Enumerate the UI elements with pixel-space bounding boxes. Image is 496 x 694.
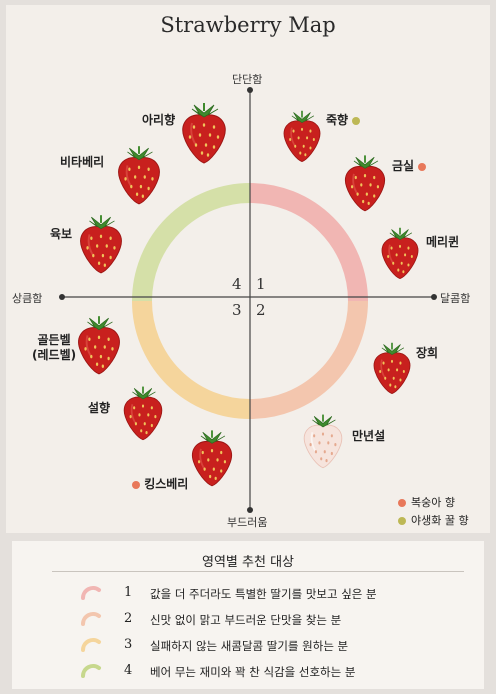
ring-quadrant-4 — [132, 183, 251, 302]
recommendation-panel: 영역별 추천 대상 1 값을 더 주더라도 특별한 딸기를 맛보고 싶은 분 2… — [12, 541, 484, 689]
berry-label: 비타베리 — [60, 155, 105, 169]
berry-label: 설향 — [88, 401, 111, 415]
berry-label: 금실 — [392, 159, 427, 174]
strawberry-icon — [123, 386, 163, 441]
strawberry-icon — [283, 110, 321, 162]
honey-dot-icon — [352, 116, 361, 125]
arc-marker-icon — [81, 664, 101, 678]
strawberry-icon — [303, 414, 343, 469]
berry-label: 죽향 — [326, 113, 361, 128]
strawberry-icon — [118, 146, 160, 205]
berry-label: 장희 — [416, 346, 439, 360]
legend-dot-icon — [398, 499, 406, 507]
legend-peach: 복숭아 향 — [398, 494, 455, 510]
ring-quadrant-3 — [132, 300, 251, 419]
quadrant-number-3: 3 — [232, 301, 242, 319]
strawberry-icon — [345, 155, 385, 212]
recommendation-row: 2 신맛 없이 맑고 부드러운 단맛을 찾는 분 — [12, 609, 484, 629]
strawberry-icon — [78, 316, 120, 375]
arc-marker-icon — [81, 638, 101, 652]
arc-marker-icon — [81, 612, 101, 626]
strawberry-icon — [80, 215, 122, 274]
recommendation-number: 1 — [124, 585, 133, 600]
peach-dot-icon — [418, 162, 427, 171]
strawberry-icon — [182, 103, 226, 164]
strawberry-icon — [192, 430, 232, 487]
berry-label: 메리퀸 — [426, 235, 460, 249]
map-title: Strawberry Map — [160, 13, 336, 37]
berry-label: 육보 — [50, 227, 73, 241]
recommendation-number: 2 — [124, 611, 133, 626]
quadrant-number-2: 2 — [256, 301, 266, 319]
recommendation-text: 실패하지 않는 새콤달콤 딸기를 원하는 분 — [150, 639, 349, 653]
recommendation-row: 3 실패하지 않는 새콤달콤 딸기를 원하는 분 — [12, 635, 484, 655]
axis-label-right: 달콤함 — [440, 292, 471, 305]
recommendation-text: 베어 무는 재미와 꽉 찬 식감을 선호하는 분 — [150, 665, 356, 679]
strawberry-icon — [381, 227, 419, 279]
berry-label: 킹스베리 — [132, 477, 188, 492]
strawberry-map-panel: Strawberry Map 단단함 부드러움 상큼함 달콤함 1 2 3 4 … — [6, 5, 490, 533]
peach-dot-icon — [132, 480, 140, 489]
legend-honey: 야생화 꿀 향 — [398, 512, 469, 528]
axis-label-top: 단단함 — [232, 73, 263, 86]
strawberry-icon — [373, 342, 411, 394]
ring-quadrant-1 — [249, 183, 368, 302]
berry-label: 골든벨 (레드벨) — [32, 333, 77, 362]
ring-quadrant-2 — [249, 300, 368, 419]
recommendation-title: 영역별 추천 대상 — [202, 555, 294, 570]
berry-label: 아리향 — [142, 113, 176, 127]
recommendation-row: 4 베어 무는 재미와 꽉 찬 식감을 선호하는 분 — [12, 661, 484, 681]
recommendation-number: 4 — [124, 663, 133, 678]
axis-label-left: 상큼함 — [12, 292, 43, 305]
divider — [52, 571, 464, 572]
axis-label-bottom: 부드러움 — [227, 516, 268, 529]
recommendation-text: 신맛 없이 맑고 부드러운 단맛을 찾는 분 — [150, 613, 342, 627]
recommendation-row: 1 값을 더 주더라도 특별한 딸기를 맛보고 싶은 분 — [12, 583, 484, 603]
arc-marker-icon — [81, 586, 101, 600]
berry-label: 만년설 — [352, 429, 386, 443]
quadrant-number-4: 4 — [232, 275, 242, 293]
legend-dot-icon — [398, 517, 406, 525]
axes-and-ring — [59, 87, 437, 513]
recommendation-text: 값을 더 주더라도 특별한 딸기를 맛보고 싶은 분 — [150, 587, 377, 601]
quadrant-number-1: 1 — [256, 275, 266, 293]
recommendation-number: 3 — [124, 637, 133, 652]
